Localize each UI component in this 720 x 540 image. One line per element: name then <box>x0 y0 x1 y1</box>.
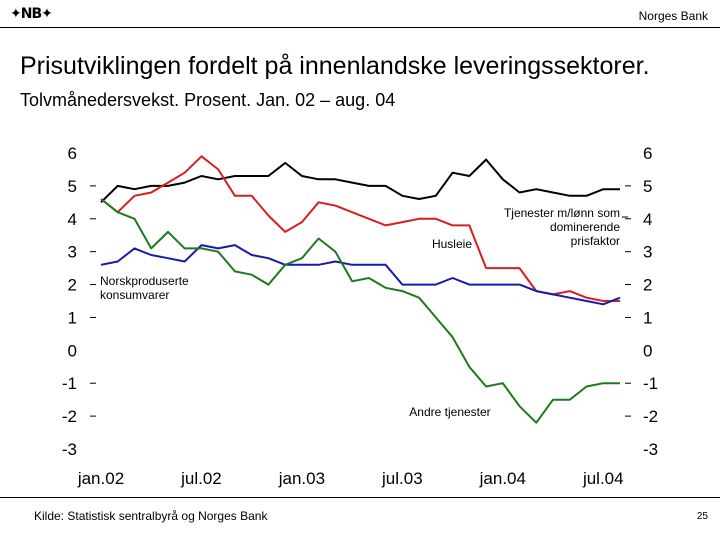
y-tick-label-left: 5 <box>68 177 77 196</box>
y-tick-label-right: 2 <box>643 276 652 295</box>
annotation-norskproduserte: Norskproduserte <box>100 274 189 288</box>
y-tick-label-left: 1 <box>68 308 77 327</box>
y-tick-label-left: 3 <box>68 243 77 262</box>
annotation-norskproduserte: konsumvarer <box>100 288 169 302</box>
series-line-andre-tjenester <box>100 198 620 424</box>
x-tick-label: jul.04 <box>582 469 624 488</box>
x-tick-label: jan.04 <box>479 469 526 488</box>
norges-bank-logo: ✦NB✦ <box>10 6 53 22</box>
y-tick-label-right: -1 <box>643 374 658 393</box>
y-tick-label-left: 2 <box>68 276 77 295</box>
x-tick-label: jul.03 <box>381 469 423 488</box>
y-tick-label-left: -2 <box>62 407 77 426</box>
y-tick-label-left: -1 <box>62 374 77 393</box>
y-tick-label-left: -3 <box>62 440 77 459</box>
source-note: Kilde: Statistisk sentralbyrå og Norges … <box>34 509 268 523</box>
series-line-husleie <box>100 155 620 302</box>
y-tick-label-left: 4 <box>68 210 77 229</box>
annotation-husleie: Husleie <box>432 237 472 251</box>
footer-divider <box>0 497 720 498</box>
annotation-andre-tjenester: Andre tjenester <box>409 405 490 419</box>
y-tick-label-right: 3 <box>643 243 652 262</box>
y-tick-label-right: 5 <box>643 177 652 196</box>
title-main: Prisutviklingen fordelt på innenlandske … <box>20 52 650 80</box>
series-line-norskproduserte <box>100 244 621 306</box>
x-tick-label: jan.03 <box>278 469 325 488</box>
y-tick-label-right: 1 <box>643 308 652 327</box>
y-tick-label-left: 0 <box>68 341 77 360</box>
y-tick-label-right: 4 <box>643 210 652 229</box>
annotation-tjenester: dominerende <box>550 220 620 234</box>
x-tick-label: jan.02 <box>77 469 124 488</box>
x-tick-label: jul.02 <box>180 469 222 488</box>
y-tick-label-right: 0 <box>643 341 652 360</box>
annotation-tjenester: prisfaktor <box>571 234 620 248</box>
series-line-tjenester <box>100 158 620 204</box>
y-tick-label-right: -3 <box>643 440 658 459</box>
header-divider <box>0 27 720 28</box>
bank-name: Norges Bank <box>638 9 708 23</box>
page-number: 25 <box>696 511 708 522</box>
y-tick-label-left: 6 <box>68 144 77 163</box>
y-tick-label-right: -2 <box>643 407 658 426</box>
annotation-tjenester: Tjenester m/lønn som <box>504 206 620 220</box>
title-sub: Tolvmånedersvekst. Prosent. Jan. 02 – au… <box>20 90 396 110</box>
page-title: Prisutviklingen fordelt på innenlandske … <box>20 50 710 116</box>
y-tick-label-right: 6 <box>643 144 652 163</box>
